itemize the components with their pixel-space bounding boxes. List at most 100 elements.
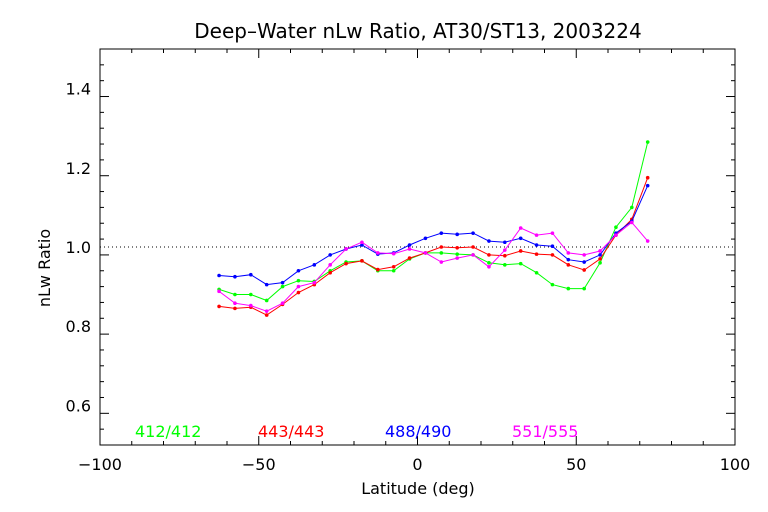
x-axis-label: Latitude (deg)	[361, 479, 475, 498]
data-point	[598, 249, 602, 253]
data-point	[534, 233, 539, 237]
data-point	[423, 251, 428, 255]
y-tick-label: 1.0	[66, 238, 91, 257]
y-tick-label: 1.2	[66, 159, 91, 178]
data-point	[217, 273, 221, 278]
data-point	[217, 289, 221, 294]
series-line-443-443	[219, 177, 649, 316]
data-point	[296, 284, 301, 289]
data-point	[487, 265, 491, 269]
data-point	[534, 270, 539, 275]
data-point	[503, 263, 507, 267]
data-point	[471, 253, 475, 257]
data-point	[630, 220, 634, 225]
data-point	[487, 253, 491, 257]
data-point	[550, 282, 555, 287]
data-point	[376, 251, 380, 255]
series-line-488-490	[219, 185, 649, 286]
data-point	[328, 270, 332, 275]
data-point	[598, 253, 602, 257]
data-point	[328, 253, 332, 257]
data-point	[645, 175, 650, 180]
data-point	[518, 249, 523, 253]
data-point	[518, 236, 523, 241]
data-point	[455, 245, 459, 250]
data-point	[550, 253, 555, 257]
data-point	[296, 278, 301, 283]
data-point	[249, 272, 253, 277]
data-point	[439, 245, 444, 249]
data-point	[360, 259, 364, 263]
x-tick-label: −100	[78, 455, 122, 474]
data-point	[503, 248, 507, 252]
data-point	[582, 253, 586, 257]
data-point	[598, 257, 602, 261]
data-point	[566, 257, 571, 262]
data-point	[391, 268, 396, 273]
y-axis-label: nLw Ratio	[35, 229, 54, 307]
data-point	[423, 236, 428, 241]
data-point	[407, 243, 412, 247]
data-point	[503, 240, 507, 245]
data-point	[598, 261, 602, 265]
data-point	[471, 231, 475, 235]
data-point	[264, 309, 269, 313]
data-point	[455, 252, 459, 256]
data-point	[534, 243, 539, 247]
legend-entry: 488/490	[385, 422, 451, 441]
data-point	[264, 313, 269, 317]
data-point	[550, 244, 555, 249]
data-point	[439, 231, 444, 235]
data-point	[280, 301, 285, 306]
chart-title: Deep–Water nLw Ratio, AT30/ST13, 2003224	[194, 19, 641, 43]
data-point	[217, 304, 221, 309]
legend-entry: 551/555	[512, 422, 578, 441]
data-point	[264, 298, 269, 303]
data-point	[645, 183, 650, 188]
data-point	[582, 286, 586, 291]
y-tick-label: 1.4	[66, 80, 91, 99]
data-point	[582, 260, 586, 264]
data-point	[360, 240, 364, 245]
plot-frame	[99, 48, 736, 446]
x-tick-label: 50	[566, 455, 586, 474]
data-point	[328, 263, 332, 267]
series-line-412-412	[218, 141, 649, 302]
series-line-551-555	[218, 221, 649, 312]
data-point	[249, 303, 253, 308]
data-point	[280, 280, 285, 285]
data-point	[503, 253, 507, 258]
data-point	[487, 261, 491, 265]
data-point	[566, 251, 571, 255]
x-tick-label: 0	[412, 455, 422, 474]
data-point	[344, 261, 348, 266]
legend-entry: 412/412	[135, 422, 201, 441]
data-point	[312, 263, 317, 267]
data-point	[566, 263, 571, 267]
y-tick-label: 0.6	[66, 396, 91, 415]
data-point	[439, 260, 444, 264]
data-point	[312, 280, 317, 285]
data-point	[455, 232, 459, 237]
x-tick-label: 100	[720, 455, 751, 474]
legend-entry: 443/443	[258, 422, 324, 441]
data-point	[344, 247, 348, 251]
data-point	[645, 140, 650, 144]
data-point	[439, 251, 444, 255]
data-point	[566, 286, 571, 291]
data-point	[296, 290, 301, 295]
data-point	[233, 301, 237, 306]
data-point	[518, 261, 523, 266]
data-point	[518, 226, 523, 230]
data-point	[391, 265, 396, 269]
data-point	[249, 292, 253, 297]
data-point	[645, 239, 650, 243]
data-point	[582, 268, 586, 272]
data-point	[455, 256, 459, 260]
data-point	[471, 245, 475, 249]
data-point	[630, 205, 634, 210]
y-tick-label: 0.8	[66, 317, 91, 336]
data-point	[233, 306, 237, 311]
plot-area: −100 −50 0 50 100 0.6 0.8 1.0 1.2 1.4 412/412 443/4…	[66, 48, 751, 474]
